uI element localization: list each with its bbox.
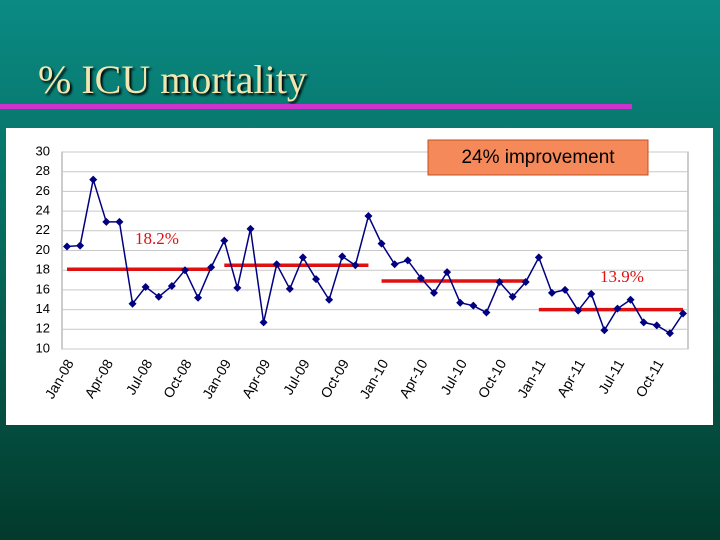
data-point [429, 288, 438, 297]
data-point [180, 266, 189, 275]
data-point [679, 309, 687, 318]
data-point [561, 285, 570, 294]
data-point [469, 301, 478, 310]
data-point [587, 289, 596, 298]
data-point [272, 260, 281, 269]
data-point [167, 281, 176, 290]
data-point [63, 242, 71, 251]
data-point [416, 274, 425, 283]
y-tick-label: 10 [36, 340, 50, 355]
data-point [665, 329, 674, 338]
data-point [626, 295, 635, 304]
y-tick-label: 18 [36, 262, 50, 277]
data-point [521, 278, 530, 287]
y-tick-label: 20 [36, 242, 50, 257]
data-point [482, 308, 491, 317]
data-point [338, 252, 347, 261]
y-tick-label: 30 [36, 143, 50, 158]
data-point [377, 239, 386, 248]
data-point [154, 292, 163, 301]
data-point [534, 253, 543, 262]
y-tick-label: 26 [36, 183, 50, 198]
data-point [508, 292, 517, 301]
slide-title: % ICU mortality [38, 57, 307, 102]
data-point [259, 318, 268, 327]
data-point [613, 304, 622, 313]
data-point [364, 212, 373, 221]
data-point [246, 224, 255, 233]
data-point [298, 253, 307, 262]
data-point [600, 326, 609, 335]
data-point [285, 284, 294, 293]
y-tick-label: 12 [36, 321, 50, 336]
data-point [102, 217, 111, 226]
title-underline [0, 104, 632, 109]
data-point [325, 295, 334, 304]
data-point [312, 275, 321, 284]
data-point [89, 175, 98, 184]
data-point [639, 318, 648, 327]
y-tick-label: 28 [36, 163, 50, 178]
annotation: 18.2% [135, 229, 179, 248]
y-tick-label: 16 [36, 281, 50, 296]
chart-panel [6, 128, 713, 425]
data-point [652, 321, 661, 330]
annotation-box [427, 139, 649, 176]
data-point [194, 293, 203, 302]
data-point [547, 288, 556, 297]
y-tick-label: 24 [36, 203, 50, 218]
y-tick-label: 14 [36, 301, 50, 316]
data-point [233, 283, 242, 292]
data-point [574, 306, 583, 315]
data-point [141, 282, 150, 291]
y-tick-label: 22 [36, 222, 50, 237]
data-point [207, 263, 216, 272]
data-point [76, 241, 85, 250]
annotation: 13.9% [600, 267, 644, 286]
data-point [495, 278, 504, 287]
data-point [403, 256, 412, 265]
data-point [220, 236, 229, 245]
data-point [456, 298, 465, 307]
data-point [115, 217, 124, 226]
data-point [128, 299, 137, 308]
data-point [390, 260, 399, 269]
data-point [351, 261, 360, 270]
data-point [443, 268, 452, 277]
annotation: 24% improvement [461, 147, 615, 168]
